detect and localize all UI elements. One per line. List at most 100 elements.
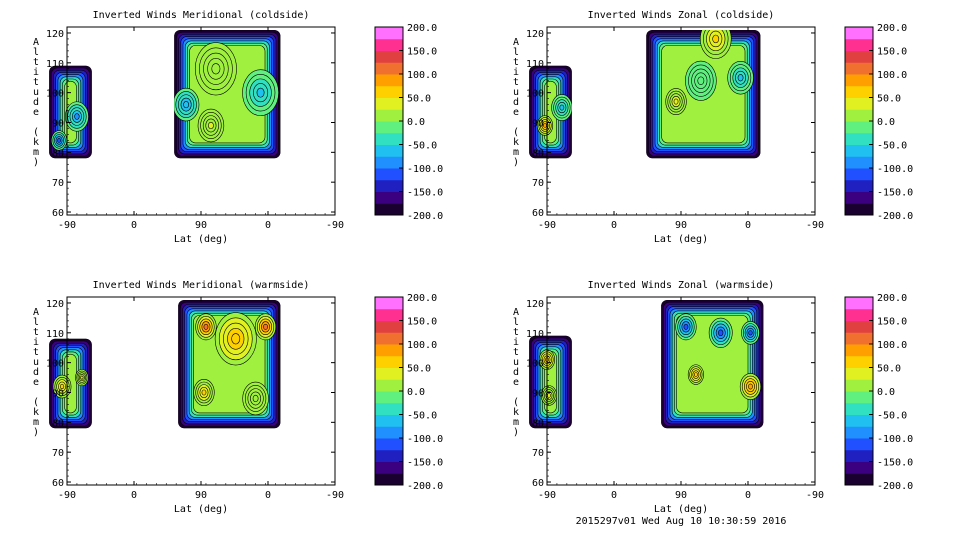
- colorbar-swatch: [375, 50, 403, 63]
- x-axis-label: Lat (deg): [654, 504, 708, 515]
- y-tick-label: 110: [46, 59, 64, 70]
- x-tick-label: 0: [611, 490, 617, 501]
- colorbar-tick-label: -200.0: [877, 211, 913, 222]
- colorbar-swatch: [845, 203, 873, 216]
- contour-feature: [712, 34, 720, 44]
- colorbar-swatch: [845, 367, 873, 380]
- y-tick-label: 80: [532, 148, 544, 159]
- contour-region: [49, 338, 92, 429]
- colorbar-swatch: [375, 297, 403, 310]
- contour-feature: [252, 394, 259, 403]
- y-tick-label: 70: [532, 448, 544, 459]
- y-tick-label: 60: [532, 208, 544, 219]
- colorbar-tick-label: -50.0: [407, 411, 437, 422]
- x-tick-label: 90: [675, 220, 687, 231]
- y-tick-label: 120: [526, 299, 544, 310]
- colorbar-tick-label: 150.0: [877, 47, 907, 58]
- contour-feature: [718, 329, 724, 337]
- y-tick-label: 110: [526, 59, 544, 70]
- colorbar-swatch: [845, 308, 873, 321]
- colorbar-swatch: [845, 132, 873, 145]
- colorbar-tick-label: 100.0: [407, 70, 437, 81]
- contour-feature: [748, 330, 753, 336]
- colorbar-tick-label: -200.0: [877, 481, 913, 492]
- contour-feature: [697, 76, 705, 85]
- colorbar-swatch: [375, 402, 403, 415]
- y-tick-label: 60: [52, 208, 64, 219]
- contour-feature: [559, 104, 565, 111]
- x-tick-label: -90: [326, 490, 344, 501]
- colorbar: 200.0 150.0 100.0 50.0 0.0 -50.0 -100.0 -150.0 -…: [374, 293, 443, 492]
- colorbar-tick-label: -200.0: [407, 211, 443, 222]
- chart-panel-1: Inverted Winds Meridional (coldside) 60 70…: [33, 10, 443, 245]
- colorbar-swatch: [375, 391, 403, 404]
- colorbar-tick-label: -150.0: [407, 458, 443, 469]
- footer-stamp: 2015297v01 Wed Aug 10 10:30:59 2016: [576, 516, 787, 527]
- colorbar-swatch: [845, 344, 873, 357]
- contour-feature: [201, 389, 207, 396]
- colorbar-swatch: [845, 461, 873, 474]
- colorbar-swatch: [845, 320, 873, 333]
- colorbar-swatch: [845, 391, 873, 404]
- y-tick-label: 80: [52, 148, 64, 159]
- colorbar-swatch: [375, 121, 403, 134]
- colorbar-tick-label: -150.0: [877, 458, 913, 469]
- colorbar-tick-label: -100.0: [407, 434, 443, 445]
- colorbar-swatch: [845, 426, 873, 439]
- x-tick-label: 0: [611, 220, 617, 231]
- colorbar-tick-label: -150.0: [407, 188, 443, 199]
- colorbar-tick-label: 100.0: [877, 340, 907, 351]
- colorbar-tick-label: 0.0: [877, 387, 895, 398]
- contour-feature: [183, 101, 189, 109]
- colorbar-swatch: [375, 156, 403, 169]
- x-axis-label: Lat (deg): [174, 234, 228, 245]
- colorbar-tick-label: -200.0: [407, 481, 443, 492]
- colorbar-tick-label: 100.0: [877, 70, 907, 81]
- contour-feature: [80, 375, 84, 380]
- colorbar-tick-label: -100.0: [877, 164, 913, 175]
- x-tick-label: -90: [58, 220, 76, 231]
- colorbar-swatch: [845, 50, 873, 63]
- contour-feature: [203, 323, 209, 330]
- x-tick-label: 0: [745, 220, 751, 231]
- colorbar-tick-label: 200.0: [407, 23, 437, 34]
- contour-feature: [208, 121, 214, 130]
- colorbar-tick-label: 50.0: [407, 94, 431, 105]
- contour-feature: [547, 393, 551, 398]
- x-tick-label: 0: [745, 490, 751, 501]
- y-tick-label: 100: [526, 359, 544, 370]
- colorbar-swatch: [845, 379, 873, 392]
- colorbar-swatch: [375, 414, 403, 427]
- y-tick-label: 120: [46, 29, 64, 40]
- x-tick-label: 90: [675, 490, 687, 501]
- colorbar-tick-label: 50.0: [407, 364, 431, 375]
- x-tick-label: 90: [195, 490, 207, 501]
- colorbar-swatch: [845, 355, 873, 368]
- y-tick-label: 120: [46, 299, 64, 310]
- contour-feature: [57, 138, 61, 143]
- contour-feature: [673, 98, 679, 105]
- colorbar-tick-label: 200.0: [407, 293, 437, 304]
- chart-title: Inverted Winds Meridional (warmside): [93, 280, 310, 291]
- y-tick-label: 60: [532, 478, 544, 489]
- colorbar-swatch: [375, 426, 403, 439]
- colorbar-swatch: [375, 438, 403, 451]
- x-tick-label: -90: [326, 220, 344, 231]
- colorbar-tick-label: 100.0: [407, 340, 437, 351]
- colorbar-tick-label: 50.0: [877, 94, 901, 105]
- y-tick-label: 80: [52, 418, 64, 429]
- chart-title: Inverted Winds Zonal (coldside): [588, 10, 775, 21]
- colorbar-swatch: [375, 344, 403, 357]
- colorbar-swatch: [845, 414, 873, 427]
- contour-region: [49, 65, 92, 159]
- y-tick-label: 110: [46, 329, 64, 340]
- chart-panel-4: Inverted Winds Zonal (warmside) 60 70 80 90 1…: [513, 280, 913, 515]
- colorbar-swatch: [375, 109, 403, 122]
- colorbar-tick-label: -100.0: [407, 164, 443, 175]
- colorbar-swatch: [845, 297, 873, 310]
